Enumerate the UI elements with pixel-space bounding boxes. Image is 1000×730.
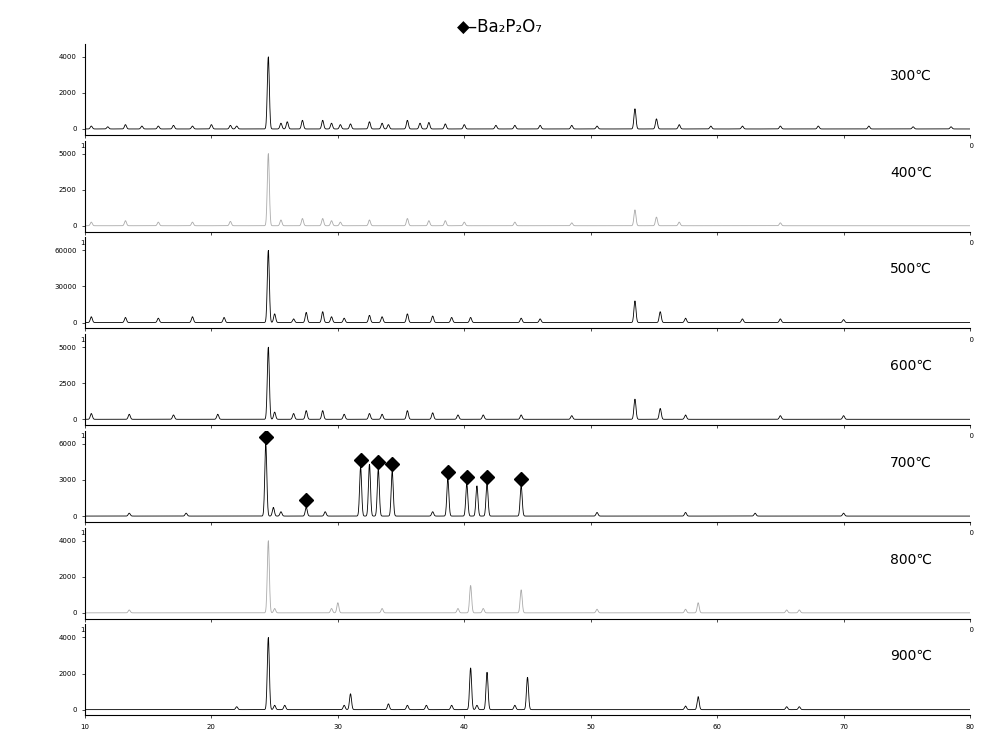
Text: 600℃: 600℃ — [890, 359, 932, 373]
Text: 700℃: 700℃ — [890, 456, 932, 469]
Text: 900℃: 900℃ — [890, 649, 932, 664]
Text: 500℃: 500℃ — [890, 262, 932, 276]
Text: 300℃: 300℃ — [890, 69, 932, 82]
Text: ◆–Ba₂P₂O₇: ◆–Ba₂P₂O₇ — [457, 18, 543, 36]
Text: 400℃: 400℃ — [890, 166, 932, 180]
Text: 800℃: 800℃ — [890, 553, 932, 566]
